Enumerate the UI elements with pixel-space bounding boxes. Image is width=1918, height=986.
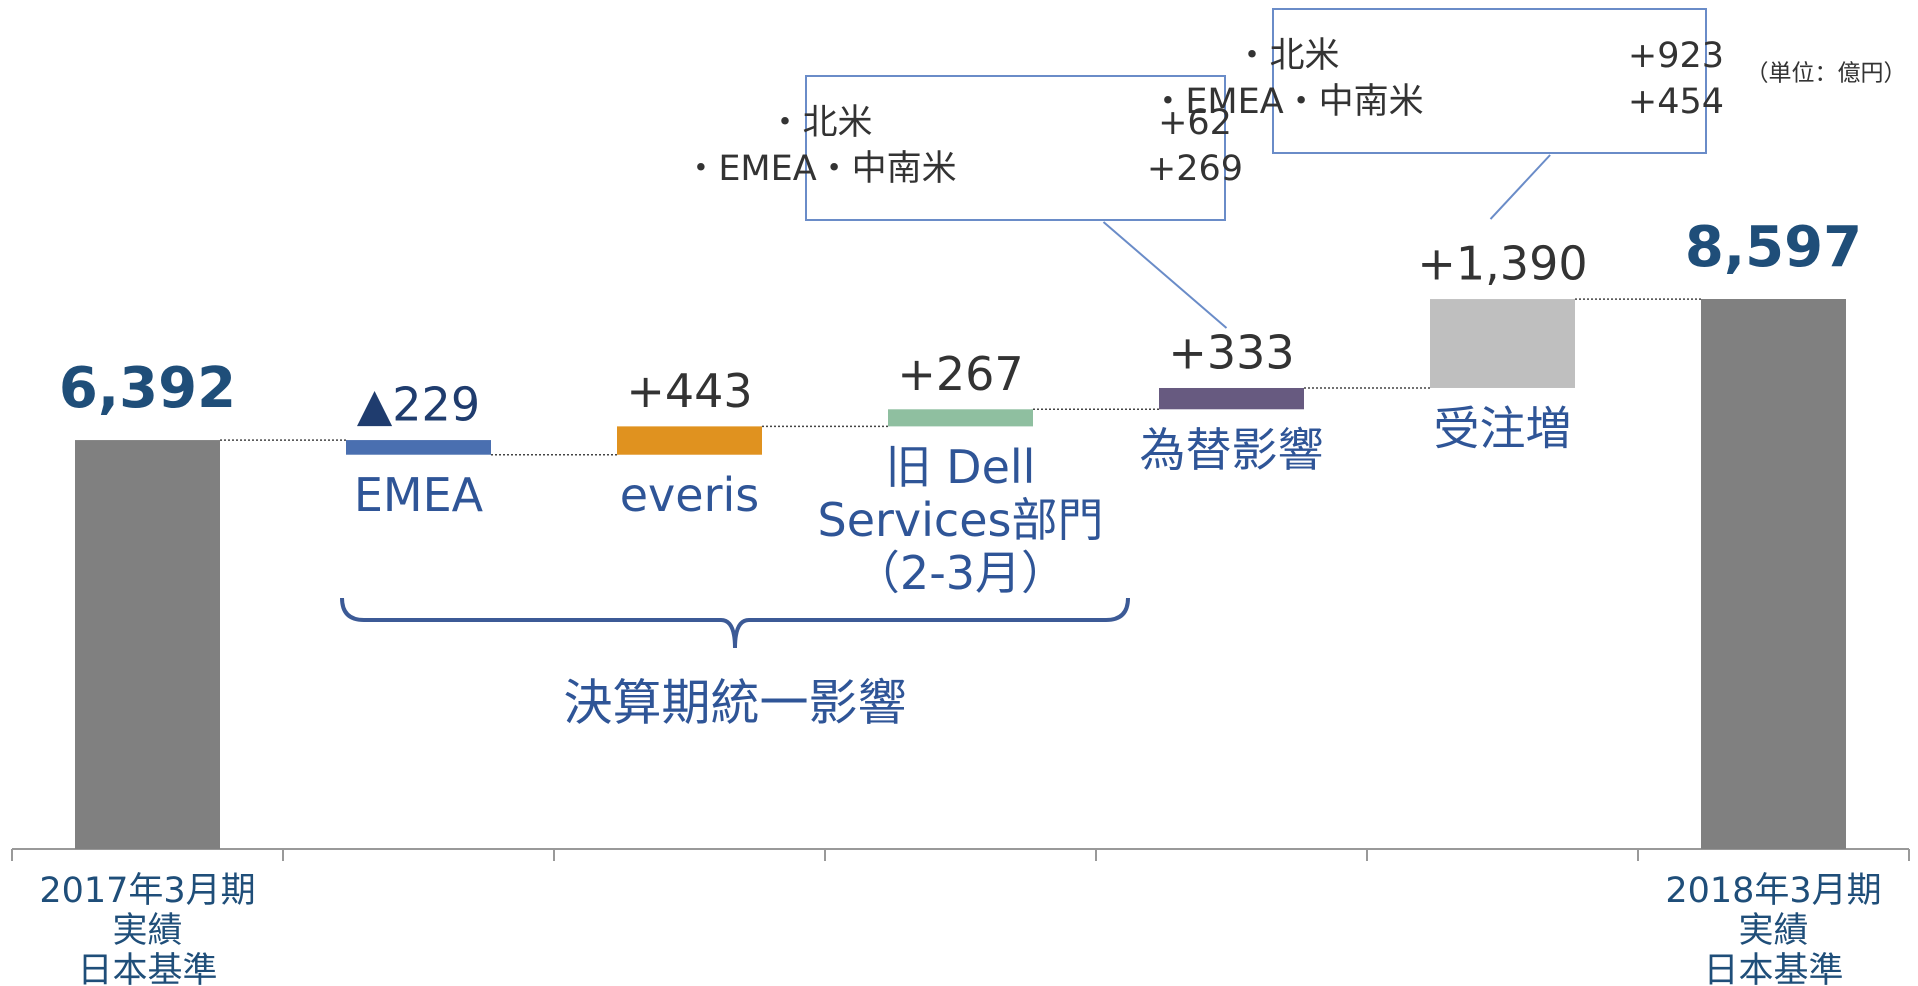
callout-box [1272, 8, 1707, 154]
value-label: ▲229 [357, 378, 480, 432]
category-label: Services部門 [818, 493, 1104, 547]
callout-leader [1102, 221, 1228, 329]
callout-box [805, 75, 1226, 221]
category-label: 受注増 [1434, 401, 1572, 455]
callout-item-name: ・EMEA・中南米 [1150, 82, 1423, 122]
category-label: EMEA [354, 468, 484, 522]
x-tick-label: 実績 [112, 911, 182, 951]
bar [346, 440, 491, 455]
value-label: 8,597 [1685, 215, 1862, 280]
unit-note: （単位：億円） [1746, 61, 1907, 87]
x-tick-label: 日本基準 [1703, 951, 1843, 986]
callout-leader [1489, 154, 1551, 220]
callout-item-value: +923 [1628, 36, 1724, 76]
callout-item-value: +454 [1628, 82, 1724, 122]
bar [888, 409, 1033, 427]
x-tick-label: 日本基準 [77, 951, 217, 986]
x-tick-label: 実績 [1738, 911, 1808, 951]
category-label: everis [620, 468, 759, 522]
value-label: +267 [897, 347, 1023, 401]
value-label: +443 [626, 364, 752, 418]
callout-item-value: +269 [1147, 149, 1243, 189]
bracket-label: 決算期統一影響 [563, 675, 906, 732]
bar [1430, 299, 1575, 388]
x-tick-label: 2017年3月期 [39, 871, 255, 911]
callout-item-value: +62 [1158, 103, 1232, 143]
category-label: （2-3月） [854, 546, 1067, 600]
value-label: +1,390 [1417, 237, 1587, 291]
callout-item-name: ・北米 [767, 103, 872, 143]
bar [1701, 299, 1846, 849]
category-label: 旧 Dell [886, 440, 1036, 494]
value-label: +333 [1168, 325, 1294, 379]
callout-item-name: ・北米 [1234, 36, 1339, 76]
bar [1159, 387, 1304, 410]
callout-item-name: ・EMEA・中南米 [683, 149, 956, 189]
bar [75, 440, 220, 849]
value-label: 6,392 [59, 356, 236, 421]
x-tick-label: 2018年3月期 [1665, 871, 1881, 911]
category-label: 為替影響 [1140, 423, 1324, 477]
bar [617, 426, 762, 455]
bracket [340, 597, 1130, 649]
